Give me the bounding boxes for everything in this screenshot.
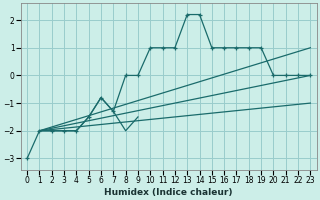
X-axis label: Humidex (Indice chaleur): Humidex (Indice chaleur): [105, 188, 233, 197]
